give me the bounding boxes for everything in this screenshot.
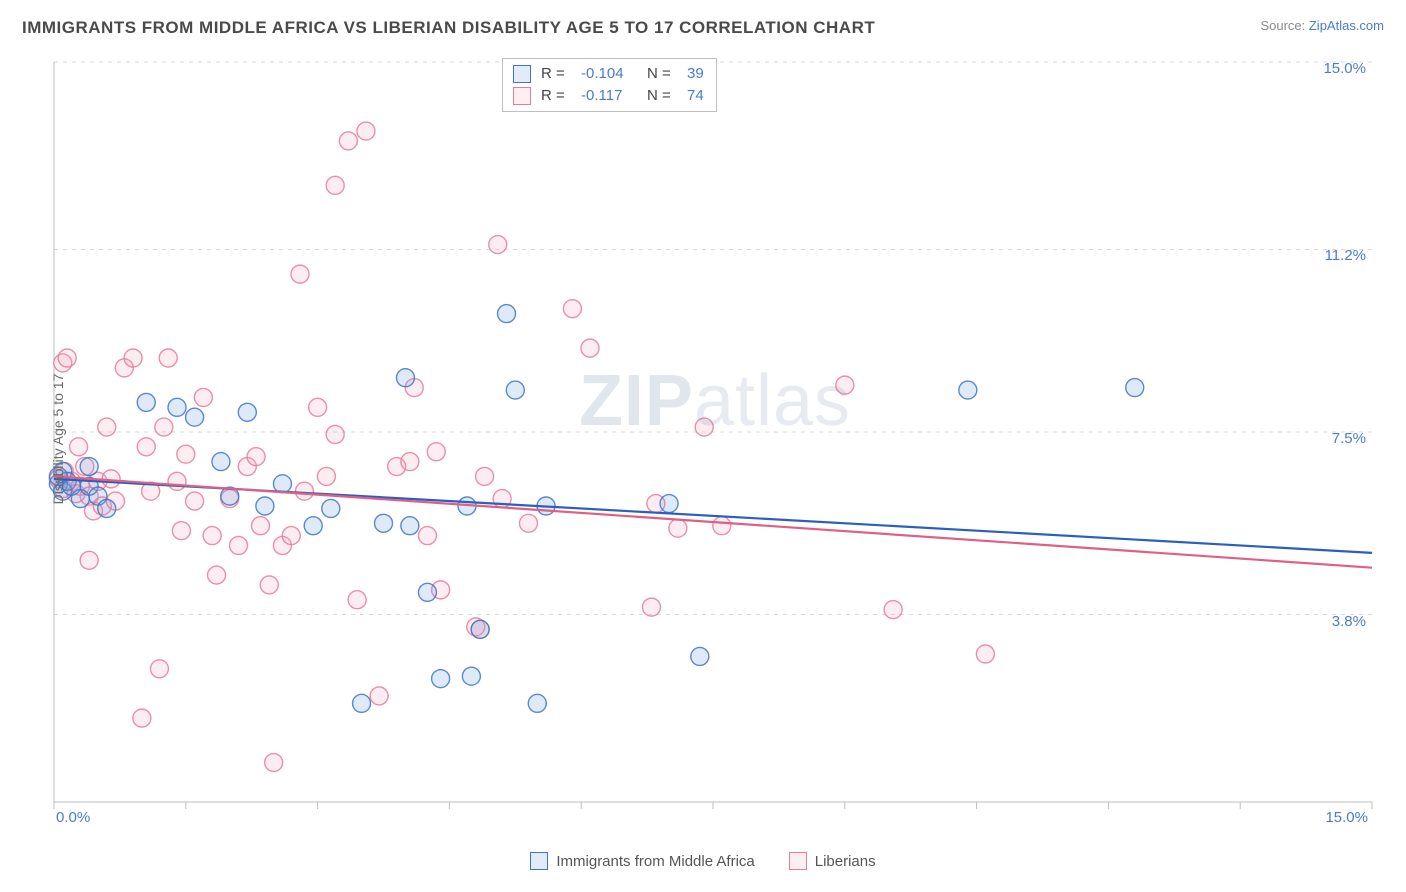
legend-swatch bbox=[789, 852, 807, 870]
legend-stats-row: R =-0.104N =39 bbox=[513, 63, 704, 85]
legend-item: Immigrants from Middle Africa bbox=[530, 852, 754, 870]
legend-stats-box: R =-0.104N =39R =-0.117N =74 bbox=[502, 58, 717, 112]
n-value: 39 bbox=[687, 63, 704, 85]
scatter-chart bbox=[46, 54, 1384, 824]
chart-header: IMMIGRANTS FROM MIDDLE AFRICA VS LIBERIA… bbox=[0, 0, 1406, 44]
source-link[interactable]: ZipAtlas.com bbox=[1309, 18, 1384, 33]
y-tick-label: 15.0% bbox=[1323, 60, 1366, 77]
y-tick-label: 11.2% bbox=[1325, 247, 1366, 264]
legend-swatch bbox=[513, 87, 531, 105]
y-axis-label: Disability Age 5 to 17 bbox=[50, 374, 66, 505]
legend-label: Liberians bbox=[815, 853, 876, 870]
x-axis-max-label: 15.0% bbox=[1325, 809, 1368, 826]
chart-source: Source: ZipAtlas.com bbox=[1260, 18, 1384, 33]
chart-title: IMMIGRANTS FROM MIDDLE AFRICA VS LIBERIA… bbox=[22, 18, 875, 38]
chart-area: Disability Age 5 to 17 ZIPatlas 3.8%7.5%… bbox=[46, 54, 1384, 824]
x-axis-min-label: 0.0% bbox=[56, 809, 90, 826]
y-tick-label: 7.5% bbox=[1332, 430, 1366, 447]
n-value: 74 bbox=[687, 85, 704, 107]
y-tick-label: 3.8% bbox=[1332, 613, 1366, 630]
legend-bottom: Immigrants from Middle Africa Liberians bbox=[0, 852, 1406, 870]
legend-stats-row: R =-0.117N =74 bbox=[513, 85, 704, 107]
r-value: -0.117 bbox=[581, 85, 637, 107]
legend-label: Immigrants from Middle Africa bbox=[556, 853, 754, 870]
legend-swatch bbox=[530, 852, 548, 870]
legend-swatch bbox=[513, 65, 531, 83]
r-value: -0.104 bbox=[581, 63, 637, 85]
legend-item: Liberians bbox=[789, 852, 876, 870]
